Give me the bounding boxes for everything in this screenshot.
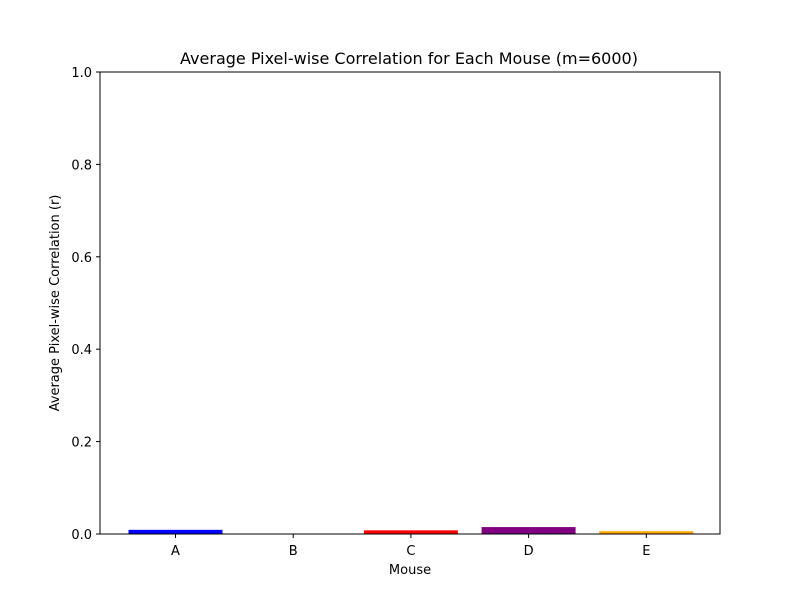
bar-d [481, 527, 576, 534]
x-tick-label-d: D [524, 544, 534, 559]
y-tick-label: 0.6 [71, 251, 92, 266]
y-ticks-group: 0.0 0.2 0.4 0.6 0.8 1.0 [71, 66, 100, 543]
y-tick-label: 1.0 [71, 66, 92, 81]
y-tick-label: 0.0 [71, 528, 92, 543]
bar-c [363, 530, 458, 534]
x-tick-label-b: B [289, 544, 298, 559]
x-tick-label-a: A [171, 544, 180, 559]
x-tick-label-c: C [406, 544, 415, 559]
x-tick-label-e: E [642, 544, 650, 559]
y-axis-label: Average Pixel-wise Correlation (r) [48, 195, 63, 412]
plot-frame [99, 71, 721, 535]
chart-title: Average Pixel-wise Correlation for Each … [180, 49, 638, 68]
y-tick-label: 0.2 [71, 436, 92, 451]
x-ticks-group: A B C D E [171, 534, 650, 559]
bar-a [128, 529, 223, 534]
bar-e [599, 531, 694, 534]
y-tick-label: 0.8 [71, 158, 92, 173]
bars-group [128, 527, 694, 534]
y-tick-label: 0.4 [71, 343, 92, 358]
x-axis-label: Mouse [389, 563, 431, 578]
